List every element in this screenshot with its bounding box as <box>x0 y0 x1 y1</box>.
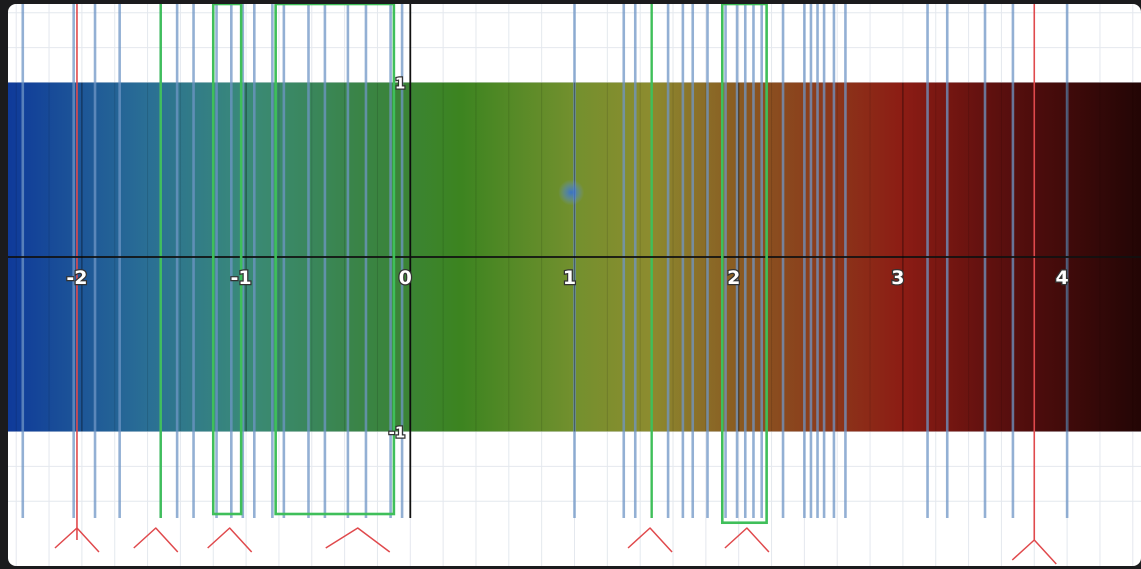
peak-marker <box>724 527 770 553</box>
peak-marker <box>54 527 100 553</box>
blue-point <box>558 179 585 206</box>
tick-labels: -2 -1 0 1 2 3 4 1 -1 <box>65 73 1070 442</box>
spectral-lines <box>21 4 1069 540</box>
point-marker <box>558 179 585 206</box>
x-tick-label: -2 <box>66 267 87 289</box>
x-tick-label: 3 <box>891 267 904 289</box>
x-tick-label: -1 <box>231 267 252 289</box>
x-tick-label: 1 <box>563 267 576 289</box>
selection-box <box>720 4 768 525</box>
peak-marker <box>133 527 179 553</box>
peak-markers <box>54 527 1057 565</box>
selection-box <box>211 4 243 516</box>
spectrum-chart: -2 -1 0 1 2 3 4 1 -1 <box>8 4 1141 566</box>
highlight-boxes <box>211 4 768 525</box>
x-tick-label: 0 <box>399 267 412 289</box>
chart-card: -2 -1 0 1 2 3 4 1 -1 <box>8 4 1141 566</box>
peak-marker <box>325 527 391 553</box>
x-tick-label: 4 <box>1055 267 1068 289</box>
peak-marker <box>627 527 673 553</box>
y-tick-label: 1 <box>395 75 405 93</box>
y-tick-label: -1 <box>389 423 406 441</box>
axes <box>8 4 1141 518</box>
peak-marker <box>207 527 253 553</box>
x-tick-label: 2 <box>727 267 740 289</box>
selection-box <box>274 4 396 516</box>
peak-marker <box>1011 539 1057 565</box>
